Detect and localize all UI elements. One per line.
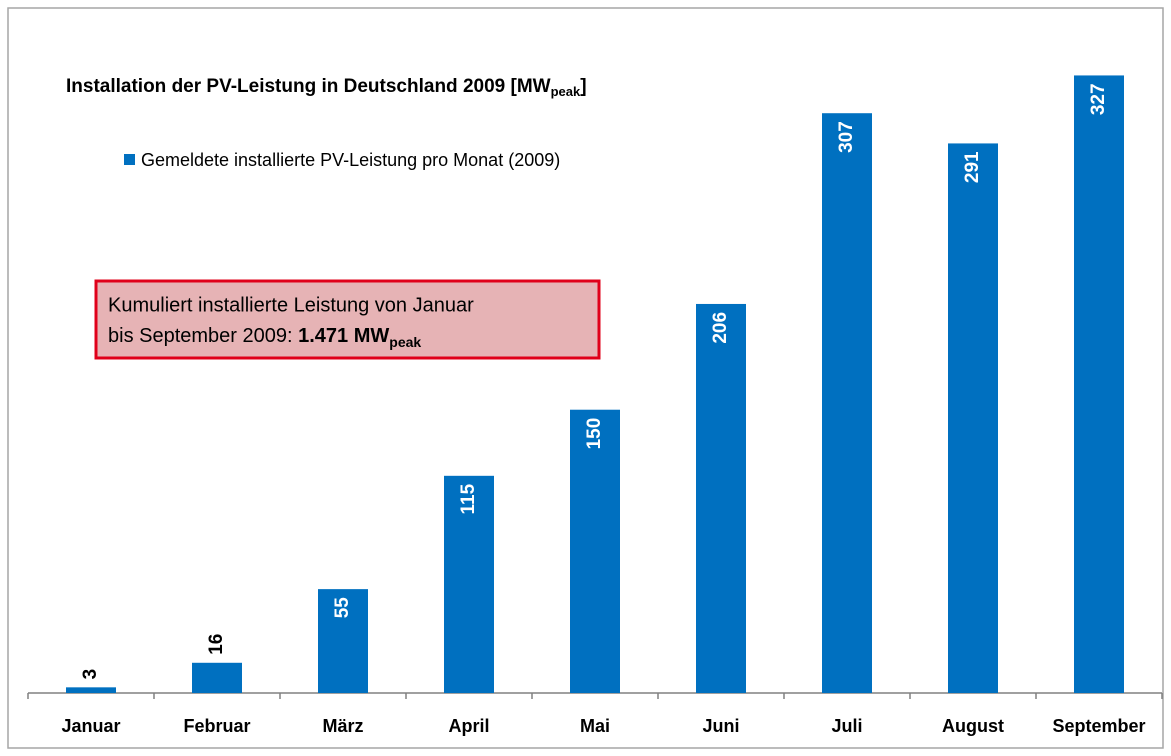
bar	[696, 303, 746, 693]
annotation-line1: Kumuliert installierte Leistung von Janu…	[108, 294, 474, 316]
x-tick-label: Mai	[580, 716, 610, 736]
value-label: 150	[584, 418, 605, 450]
value-label: 3	[80, 669, 101, 680]
x-tick-label: März	[322, 716, 363, 736]
value-label: 291	[962, 151, 983, 183]
value-label: 327	[1088, 83, 1109, 115]
value-label: 206	[710, 312, 731, 344]
x-tick-label: April	[448, 716, 489, 736]
bar	[66, 687, 116, 693]
x-tick-label: Juli	[831, 716, 862, 736]
annotation-text: bis September 2009:	[108, 325, 298, 347]
value-label: 16	[206, 634, 227, 655]
title-text: Installation der PV-Leistung in Deutschl…	[66, 76, 551, 97]
annotation-line2: bis September 2009: 1.471 MWpeak	[108, 325, 421, 349]
annotation-box	[94, 279, 601, 360]
x-tick-label: September	[1052, 716, 1145, 736]
x-tick-label: Januar	[61, 716, 120, 736]
value-label: 55	[332, 597, 353, 619]
title-end: ]	[580, 76, 586, 97]
value-label: 115	[458, 483, 479, 514]
bar	[570, 409, 620, 693]
bar	[444, 475, 494, 693]
legend-label: Gemeldete installierte PV-Leistung pro M…	[141, 150, 560, 170]
bar	[192, 662, 242, 693]
x-tick-label: Juni	[702, 716, 739, 736]
bar	[1074, 75, 1124, 694]
chart-title: Installation der PV-Leistung in Deutschl…	[66, 76, 587, 99]
legend-swatch	[124, 154, 135, 165]
bar	[318, 589, 368, 693]
annotation-sub: peak	[389, 334, 421, 350]
bar	[948, 143, 998, 693]
title-sub: peak	[551, 84, 581, 99]
bar	[822, 113, 872, 694]
x-tick-label: August	[942, 716, 1004, 736]
x-tick-label: Februar	[183, 716, 250, 736]
annotation-bold: 1.471 MW	[298, 325, 389, 347]
value-label: 307	[836, 121, 857, 153]
